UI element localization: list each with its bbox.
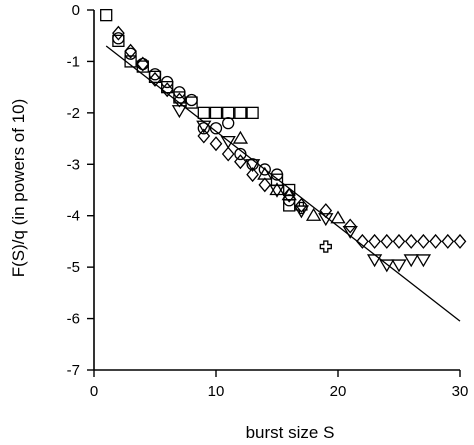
circle-marker [185, 93, 198, 107]
axes-layer: 0 -1 -2 -3 -4 -5 -6 -7 0 10 20 30 [67, 2, 469, 400]
square-marker [283, 183, 296, 197]
diamond-marker [343, 218, 357, 234]
markers-layer [100, 8, 467, 273]
triangle-down-marker [318, 213, 334, 227]
y-tick-label: 0 [72, 2, 80, 19]
diamond-marker [246, 167, 259, 183]
triangle-up-marker [269, 182, 285, 196]
triangle-down-marker [244, 159, 261, 173]
diamond-marker [295, 197, 308, 213]
triangle-down-marker [293, 205, 310, 219]
square-marker [124, 55, 137, 68]
triangle-down-marker [403, 254, 419, 268]
x-tick-label: 20 [330, 383, 347, 400]
diamond-marker [282, 187, 296, 203]
triangle-down-marker [415, 254, 432, 268]
triangle-down-marker [196, 120, 212, 134]
square-marker [246, 106, 259, 120]
y-tick-label: -2 [67, 105, 80, 122]
diamond-marker [258, 177, 272, 193]
y-tick-label: -4 [67, 208, 80, 225]
circle-marker [173, 86, 186, 99]
x-tick-label: 0 [90, 383, 98, 400]
diamond-marker [417, 233, 430, 249]
x-tick-label: 10 [208, 383, 225, 400]
square-marker [234, 106, 247, 120]
circle-marker [136, 57, 149, 71]
triangle-down-marker [220, 135, 236, 149]
square-marker [185, 96, 198, 109]
diamond-marker [380, 233, 394, 249]
triangle-up-marker [232, 130, 249, 144]
x-tick-label: 30 [452, 383, 469, 400]
circle-marker [112, 32, 125, 45]
x-axis-title: burst size S [246, 423, 335, 442]
y-tick-label: -5 [67, 259, 80, 276]
diamond-marker [148, 71, 162, 87]
circle-marker [161, 75, 174, 89]
y-tick-label: -6 [67, 311, 80, 328]
y-tick-label: -3 [67, 156, 80, 173]
cross-marker [295, 201, 308, 215]
square-marker [112, 34, 125, 48]
diamond-marker [160, 82, 174, 98]
y-tick-label: -7 [67, 362, 80, 379]
circle-marker [270, 168, 284, 181]
circle-marker [209, 122, 223, 135]
triangle-up-marker [281, 187, 297, 201]
diamond-marker [368, 233, 381, 249]
diamond-marker [173, 92, 186, 108]
circle-marker [197, 122, 210, 135]
cross-marker [319, 240, 332, 253]
triangle-up-marker [330, 210, 346, 224]
diamond-marker [429, 233, 442, 249]
diamond-marker [441, 233, 455, 249]
diamond-marker [221, 146, 235, 162]
circle-marker [258, 163, 271, 176]
diamond-marker [234, 154, 247, 170]
triangle-down-marker [342, 225, 358, 239]
diamond-marker [356, 233, 369, 249]
diamond-marker [453, 233, 467, 249]
triangle-down-marker [379, 259, 395, 273]
triangle-up-marker [257, 166, 273, 180]
diamond-marker [124, 43, 137, 59]
diamond-marker [112, 25, 125, 41]
triangle-down-marker [171, 105, 188, 119]
triangle-down-marker [391, 259, 407, 273]
square-marker [100, 8, 113, 22]
diamond-marker [404, 233, 418, 249]
diamond-marker [209, 136, 223, 152]
triangle-down-marker [366, 254, 383, 268]
square-marker [197, 106, 210, 120]
square-marker [161, 80, 174, 94]
diamond-marker [319, 203, 333, 219]
diamond-marker [136, 56, 150, 72]
circle-marker [148, 68, 162, 81]
circle-marker [222, 116, 235, 130]
diamond-marker [197, 128, 211, 144]
triangle-down-marker [269, 184, 285, 198]
y-axis-title: F(S)/q (in powers of 10) [9, 99, 28, 278]
square-marker [173, 91, 186, 104]
triangle-up-marker [305, 207, 322, 221]
circle-marker [124, 47, 137, 60]
square-marker [209, 106, 223, 120]
y-tick-label: -1 [67, 53, 80, 70]
diamond-marker [392, 233, 406, 249]
square-marker [222, 106, 235, 120]
circle-marker [234, 147, 247, 161]
